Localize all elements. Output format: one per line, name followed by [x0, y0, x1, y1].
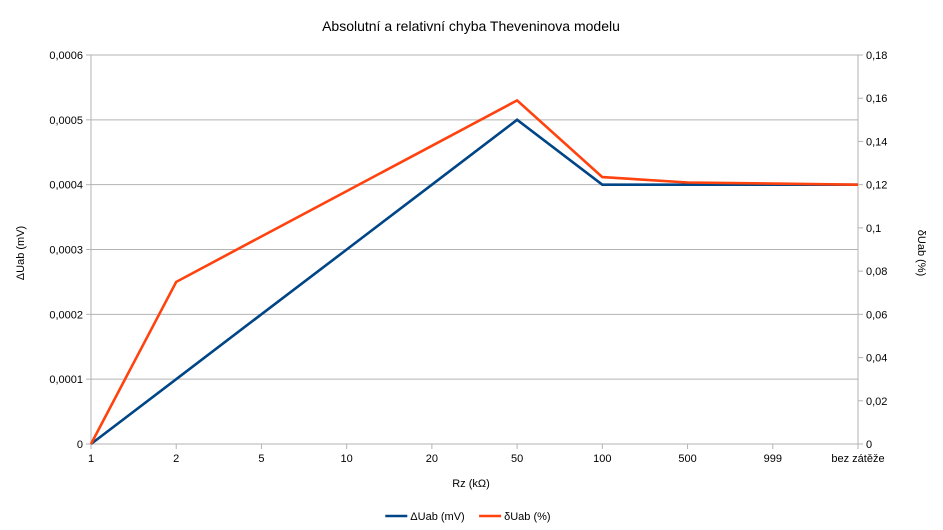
x-tick-label: 500: [678, 453, 696, 465]
x-tick-label: 20: [426, 453, 438, 465]
x-tick-label: 1: [88, 453, 94, 465]
gridlines: [91, 54, 858, 445]
x-tick-label: bez zátěže: [831, 453, 884, 465]
right-tick-label: 0,1: [866, 223, 881, 235]
right-tick-label: 0,06: [866, 309, 887, 321]
right-tick-label: 0,04: [866, 353, 887, 365]
chart-title: Absolutní a relativní chyba Theveninova …: [322, 18, 620, 34]
x-tick-label: 5: [258, 453, 264, 465]
x-tick-label: 50: [511, 453, 523, 465]
right-tick-label: 0,02: [866, 396, 887, 408]
left-tick-label: 0,0005: [49, 115, 83, 127]
x-tick-label: 10: [341, 453, 353, 465]
right-tick-label: 0: [866, 439, 872, 451]
left-axis-ticks: 0 0,0001 0,0002 0,0003 0,0004 0,0005 0,0006: [49, 50, 91, 451]
x-axis-label: Rz (kΩ): [452, 478, 490, 490]
right-tick-label: 0,12: [866, 180, 887, 192]
left-tick-label: 0,0003: [49, 245, 83, 257]
right-tick-label: 0,16: [866, 93, 887, 105]
left-tick-label: 0: [77, 439, 83, 451]
x-tick-label: 2: [173, 453, 179, 465]
series-line-2: [89, 98, 859, 445]
legend-label: ΔUab (mV): [410, 511, 464, 523]
left-tick-label: 0,0006: [49, 50, 83, 62]
x-axis-ticks: 1 2 5 10 20 50 100 500 999 bez zátěže: [88, 444, 885, 465]
legend-label: δUab (%): [504, 511, 550, 523]
series-lines: [89, 98, 859, 446]
right-tick-label: 0,14: [866, 136, 887, 148]
x-tick-label: 100: [593, 453, 611, 465]
left-tick-label: 0,0001: [49, 374, 83, 386]
series-line-1: [90, 118, 858, 446]
legend-entry: ΔUab (mV): [385, 511, 465, 523]
right-axis-label: δUab (%): [915, 230, 927, 276]
right-tick-label: 0,18: [866, 50, 887, 62]
right-tick-label: 0,08: [866, 266, 887, 278]
left-tick-label: 0,0002: [49, 309, 83, 321]
x-tick-label: 999: [764, 453, 782, 465]
right-axis-ticks: 0 0,02 0,04 0,06 0,08 0,1 0,12 0,14 0,16 0,18: [858, 50, 887, 451]
legend-entry: δUab (%): [479, 511, 551, 523]
left-axis-label: ΔUab (mV): [15, 226, 27, 280]
left-tick-label: 0,0004: [49, 180, 83, 192]
legend: ΔUab (mV) δUab (%): [385, 511, 551, 523]
